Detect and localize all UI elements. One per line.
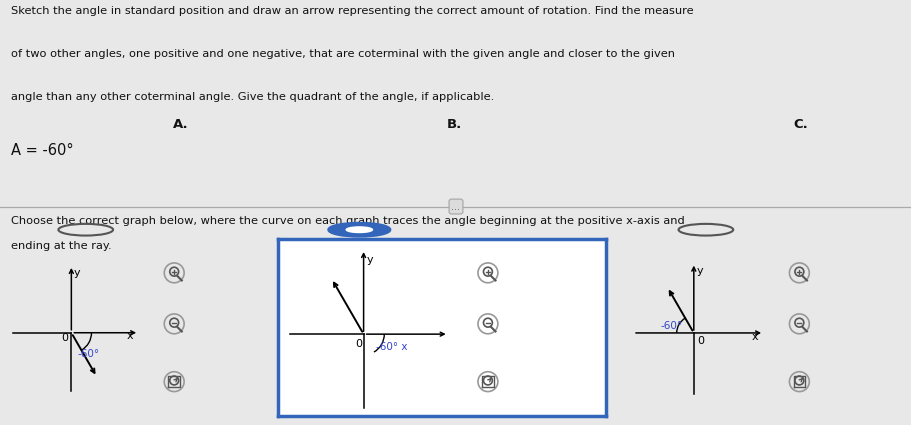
Text: 0: 0: [696, 336, 703, 346]
Text: ending at the ray.: ending at the ray.: [11, 241, 111, 251]
Text: A.: A.: [173, 118, 189, 131]
Text: B.: B.: [446, 118, 462, 131]
Text: 0: 0: [61, 333, 68, 343]
Text: x: x: [127, 332, 133, 341]
Text: -60°: -60°: [660, 321, 681, 331]
Text: angle than any other coterminal angle. Give the quadrant of the angle, if applic: angle than any other coterminal angle. G…: [11, 92, 494, 102]
Text: C.: C.: [793, 118, 807, 131]
Text: x: x: [751, 332, 757, 342]
Text: y: y: [366, 255, 373, 265]
Text: -60°: -60°: [77, 349, 100, 359]
Text: A = -60°: A = -60°: [11, 143, 74, 158]
Text: ...: ...: [451, 201, 460, 212]
Text: Sketch the angle in standard position and draw an arrow representing the correct: Sketch the angle in standard position an…: [11, 6, 692, 16]
Text: y: y: [696, 266, 702, 276]
Text: y: y: [74, 268, 80, 278]
Circle shape: [328, 223, 390, 236]
Text: 0: 0: [355, 339, 362, 349]
Circle shape: [346, 227, 372, 232]
Text: -60° x: -60° x: [376, 342, 407, 352]
Text: of two other angles, one positive and one negative, that are coterminal with the: of two other angles, one positive and on…: [11, 49, 674, 59]
Text: Choose the correct graph below, where the curve on each graph traces the angle b: Choose the correct graph below, where th…: [11, 216, 684, 226]
